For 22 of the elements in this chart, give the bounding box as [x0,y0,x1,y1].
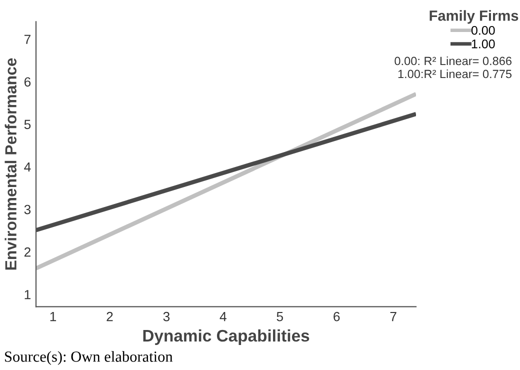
y-tick-label: 1 [24,290,30,300]
y-tick-label: 7 [24,34,30,44]
y-tick-label: 5 [24,120,31,130]
y-tick-label: 3 [24,204,31,214]
y-axis-title: Environmental Performance [4,58,16,270]
x-tick-label: 2 [106,312,113,322]
x-axis-title: Dynamic Capabilities [143,329,310,345]
x-tick-label: 6 [334,312,340,322]
annotation: 1.00:R² Linear= 0.775 [398,70,512,78]
legend-label: 0.00 [471,26,495,35]
annotation: 0.00: R² Linear= 0.866 [394,56,512,66]
y-tick-label: 6 [24,77,31,87]
x-tick-label: 7 [390,312,396,322]
source-note: Source(s): Own elaboration [5,351,173,365]
x-tick-label: 3 [163,312,170,322]
x-tick-label: 4 [220,312,226,322]
x-tick-label: 1 [50,312,56,322]
legend-label: 1.00 [472,39,495,48]
legend-title: Family Firms [430,10,518,24]
x-tick-label: 5 [276,312,283,322]
y-tick-label: 2 [24,247,30,257]
y-tick-label: 4 [24,162,31,172]
